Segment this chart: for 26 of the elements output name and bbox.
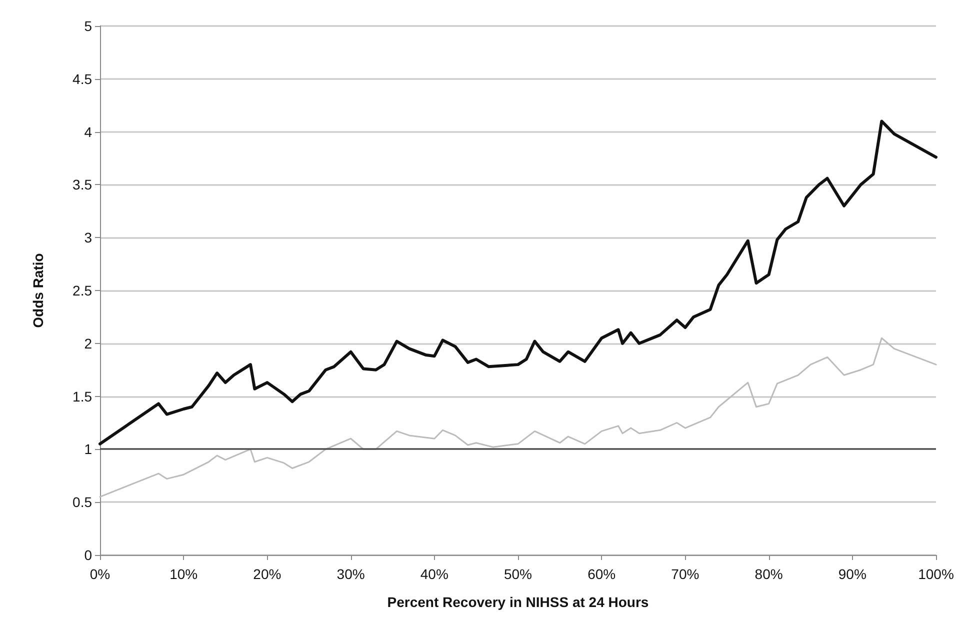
x-tick-label: 20% [253, 566, 282, 582]
x-tick-label: 30% [336, 566, 365, 582]
x-tick-label: 90% [838, 566, 866, 582]
x-tick-label: 0% [90, 566, 110, 582]
x-tick-label: 10% [170, 566, 198, 582]
x-tick-label: 80% [754, 566, 783, 582]
line-series [98, 120, 938, 446]
y-tick-label: 4.5 [72, 70, 92, 87]
x-tick-label: 70% [671, 566, 700, 582]
x-axis-title: Percent Recovery in NIHSS at 24 Hours [387, 594, 649, 610]
y-tick-label: 1 [84, 441, 92, 458]
x-tick-label: 50% [504, 566, 532, 582]
x-tick-label: 60% [588, 566, 616, 582]
y-tick-label: 3 [84, 230, 92, 246]
line-series [99, 337, 937, 498]
y-tick-label: 5 [84, 18, 92, 34]
y-tick-label: 3.5 [72, 176, 92, 193]
y-tick-label: 0.5 [72, 494, 92, 510]
y-tick-label: 2.5 [72, 282, 92, 298]
x-tick-label: 100% [918, 566, 954, 582]
y-tick-label: 2 [84, 335, 92, 352]
y-tick-label: 0 [84, 547, 92, 563]
y-tick-label: 4 [84, 124, 92, 140]
x-tick-label: 40% [420, 566, 448, 582]
y-tick-label: 1.5 [72, 388, 92, 404]
y-axis-title: Odds Ratio [30, 253, 46, 328]
